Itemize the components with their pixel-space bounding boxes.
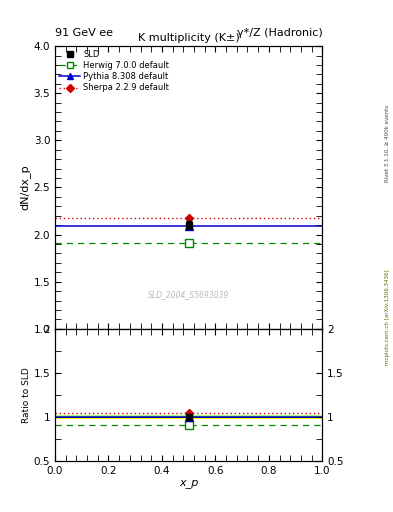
- Bar: [55, 416, 322, 418]
- Y-axis label: Ratio to SLD: Ratio to SLD: [22, 367, 31, 423]
- Text: γ*/Z (Hadronic): γ*/Z (Hadronic): [237, 28, 322, 38]
- Title: K multiplicity (K±): K multiplicity (K±): [138, 33, 239, 42]
- Y-axis label: dN/dx_p: dN/dx_p: [20, 165, 31, 210]
- Text: mcplots.cern.ch [arXiv:1306.3436]: mcplots.cern.ch [arXiv:1306.3436]: [385, 270, 389, 365]
- Text: Rivet 3.1.10, ≥ 400k events: Rivet 3.1.10, ≥ 400k events: [385, 105, 389, 182]
- Legend: SLD, Herwig 7.0.0 default, Pythia 8.308 default, Sherpa 2.2.9 default: SLD, Herwig 7.0.0 default, Pythia 8.308 …: [57, 49, 171, 94]
- X-axis label: x_p: x_p: [179, 478, 198, 488]
- Text: 91 GeV ee: 91 GeV ee: [55, 28, 113, 38]
- Text: SLD_2004_S5693039: SLD_2004_S5693039: [148, 290, 229, 300]
- Bar: [55, 415, 322, 419]
